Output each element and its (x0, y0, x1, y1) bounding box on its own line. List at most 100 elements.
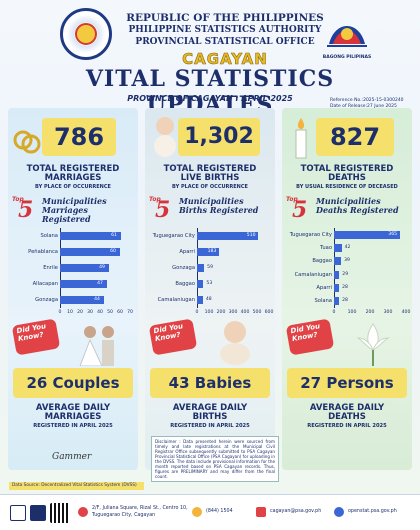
chart-bar (334, 270, 340, 279)
reference-number: Reference No.:2025-15-0300240 (330, 98, 404, 103)
top5-badge: Top 5 (12, 196, 46, 223)
qr-code-icon (50, 503, 70, 523)
release-date: Date of Release:27 June 2025 (330, 104, 397, 109)
chart-tick-label: 0 (58, 310, 62, 315)
baby-icon (154, 117, 176, 157)
births-total: 1,302 (178, 118, 260, 156)
chart-category-label: Baggao (312, 258, 332, 265)
chart-bar (334, 297, 340, 306)
chart-category-label: Solana (40, 233, 58, 239)
chart-value-label: 42 (344, 245, 351, 250)
marriages-avg-head2: MARRIAGES (44, 412, 102, 422)
chart-bar (197, 264, 205, 272)
chart-tick-label: 100 (347, 310, 357, 315)
top-label: Top (12, 196, 24, 203)
chart-category-label: Enrile (43, 265, 58, 271)
chart-bar (334, 284, 340, 292)
wedding-couple-icon (79, 326, 114, 366)
deaths-head1: TOTAL REGISTERED (300, 164, 394, 174)
chart-category-label: Gonzaga (172, 265, 195, 271)
chart-bar (334, 230, 400, 239)
chart-value-label: 48 (205, 297, 212, 302)
bagong-pilipinas-label: BAGONG PILIPINAS (322, 55, 372, 60)
chart-value-label: 183 (207, 249, 217, 254)
births-head2: LIVE BIRTHS (180, 173, 240, 183)
chart-category-label: Aparri (179, 249, 195, 255)
province-logo: CAGAYAN (182, 50, 268, 69)
email-icon (256, 507, 266, 517)
marriages-head1: TOTAL REGISTERED (26, 164, 120, 174)
chart-tick-label: 40 (97, 310, 103, 315)
chart-bar (197, 296, 203, 304)
chart-category-label: Aparri (316, 285, 332, 291)
phone-icon (192, 507, 202, 517)
chart-value-label: 44 (94, 297, 100, 302)
chart-bar (334, 244, 342, 252)
deaths-avg-head2: DEATHS (328, 412, 366, 422)
deaths-head2: DEATHS (328, 173, 366, 183)
chart-value-label: 53 (206, 281, 213, 286)
footer-web[interactable]: openstat.psa.gov.ph (348, 509, 397, 514)
marriages-panel (8, 108, 138, 470)
candle-icon (295, 118, 307, 159)
psa-seal-icon (60, 8, 112, 60)
marriages-chart: Solana 61 Peñablanca 60 Enrile 49 Allacapan 47 G… (10, 226, 136, 318)
data-source: Data Source: Decentralized Vital Statist… (9, 482, 144, 490)
chart-bar (334, 257, 342, 266)
top-number: 5 (155, 197, 171, 223)
marriages-total: 786 (42, 118, 116, 156)
chart-tick-label: 500 (252, 310, 262, 315)
chart-value-label: 28 (342, 285, 348, 290)
chart-tick-label: 400 (240, 310, 250, 315)
disclaimer: Disclaimer : Data presented herein were … (151, 436, 279, 482)
chart-bar (60, 232, 121, 240)
deaths-panel (282, 108, 412, 470)
marriages-head2: MARRIAGES (44, 173, 102, 183)
marriages-sub: BY PLACE OF OCCURRENCE (35, 184, 111, 190)
births-chart: Tuguegarao City 510 Aparri 183 Gonzaga 59 Bagg… (147, 226, 275, 318)
top5-badge: Top 5 (149, 196, 183, 223)
deaths-sub: BY USUAL RESIDENCE OF DECEASED (296, 184, 398, 190)
marriages-list-title: Municipalities Marriages Registered (42, 196, 107, 224)
chart-value-label: 29 (342, 271, 349, 277)
chart-tick-label: 50 (107, 310, 113, 315)
chart-bar (60, 248, 120, 256)
marriages-average: 26 Couples (13, 368, 133, 398)
top-number: 5 (18, 197, 34, 223)
births-panel (145, 108, 275, 470)
chart-value-label: 49 (99, 265, 105, 270)
births-avg-head1: AVERAGE DAILY (172, 403, 248, 413)
chart-tick-label: 200 (365, 310, 375, 315)
footer-email[interactable]: cagayan@psa.gov.ph (270, 509, 322, 514)
chart-category-label: Gonzaga (35, 297, 58, 303)
chart-tick-label: 300 (228, 310, 238, 315)
page-subtitle: PROVINCE OF CAGAYAN : APRIL 2025 (127, 94, 293, 103)
chart-value-label: 510 (246, 233, 256, 238)
chart-value-label: 365 (388, 231, 398, 237)
top-label: Top (149, 196, 161, 203)
chart-tick-label: 60 (117, 310, 123, 315)
chart-bar (197, 248, 219, 256)
deaths-total: 827 (316, 118, 394, 156)
chart-value-label: 60 (110, 249, 116, 254)
psa-logo-icon (10, 505, 26, 521)
deaths-list-title: Municipalities Deaths Registered (316, 196, 399, 215)
deaths-chart: Tuguegarao City 365 Tuao 42 Baggao 39 Camalani… (284, 226, 412, 318)
chart-value-label: 28 (342, 298, 348, 304)
chart-category-label: Tuao (319, 245, 332, 251)
marriages-avg-sub: REGISTERED IN APRIL 2025 (33, 423, 113, 429)
chart-bar (60, 280, 107, 288)
deaths-average: 27 Persons (287, 368, 407, 398)
chart-category-label: Baggao (175, 281, 195, 287)
chart-category-label: Tuguegarao City (289, 231, 332, 238)
top5-badge: Top 5 (286, 196, 320, 223)
chart-value-label: 59 (207, 265, 213, 270)
chart-category-label: Tuguegarao City (152, 233, 195, 239)
chart-tick-label: 20 (77, 310, 83, 315)
births-avg-head2: BIRTHS (192, 412, 228, 422)
births-list-title: Municipalities Births Registered (179, 196, 259, 215)
location-pin-icon (78, 507, 88, 517)
chart-category-label: Peñablanca (28, 249, 58, 255)
births-head1: TOTAL REGISTERED (163, 164, 257, 174)
footer: 2/F, Juliana Square, Rizal St., Centro 1… (0, 494, 420, 530)
